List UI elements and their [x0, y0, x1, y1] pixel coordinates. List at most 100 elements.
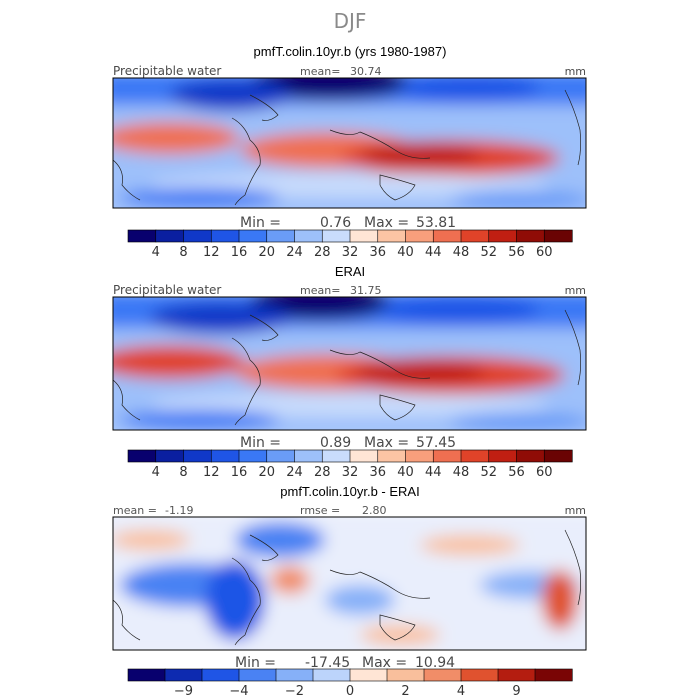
- panel1-min-label: Min =: [240, 215, 281, 231]
- colorbar-tick-label: 16: [231, 245, 248, 260]
- colorbar-swatch: [294, 229, 323, 243]
- colorbar-swatch: [460, 229, 490, 243]
- panel2-mean-value: 31.75: [350, 284, 382, 297]
- colorbar-tick-label: 36: [369, 245, 386, 260]
- panel3-title: pmfT.colin.10yr.b - ERAI: [280, 484, 419, 499]
- panel3-rmse-label: rmse =: [300, 504, 340, 517]
- colorbar-tick-label: 56: [508, 245, 525, 260]
- colorbar-swatch: [238, 229, 268, 243]
- panel1-title: pmfT.colin.10yr.b (yrs 1980-1987): [254, 44, 447, 59]
- panel1-mean-label: mean=: [300, 65, 340, 78]
- panel3-colorbar: −9 −4 −2 0 2 4 9: [127, 668, 573, 699]
- colorbar-swatch: [155, 449, 185, 463]
- panel3-units: mm: [565, 504, 586, 517]
- panel2-frame: [112, 296, 587, 431]
- colorbar-tick-label: 28: [314, 465, 331, 480]
- colorbar-swatch: [432, 449, 462, 463]
- p1-field-warm-pool: [360, 143, 480, 167]
- colorbar-tick-label: 36: [369, 465, 386, 480]
- panel1-map: [113, 78, 586, 208]
- p1-coastlines: [113, 89, 582, 206]
- p2-field-tropics-west: [113, 345, 245, 379]
- colorbar-swatch: [543, 449, 573, 463]
- p1-field-south-blue-2: [450, 190, 586, 208]
- colorbar-swatch: [312, 668, 351, 682]
- panel3-mean-label: mean =: [113, 504, 157, 517]
- colorbar-tick-label: 32: [342, 245, 359, 260]
- p1-field-north-dry: [250, 78, 410, 100]
- colorbar-tick-label: 40: [397, 465, 414, 480]
- p3-field-red-5: [420, 535, 520, 555]
- panel2-min-value: 0.89: [320, 435, 351, 451]
- panel3-max-value: 10.94: [415, 655, 455, 671]
- panel2-mean-label: mean=: [300, 284, 340, 297]
- panel2-min-label: Min =: [240, 435, 281, 451]
- colorbar-swatch: [210, 449, 240, 463]
- panel3-rmse-value: 2.80: [362, 504, 387, 517]
- colorbar-tick-label: 52: [480, 245, 497, 260]
- panel1-min-value: 0.76: [320, 215, 351, 231]
- p2-coastlines: [113, 309, 582, 426]
- p1-field-tropics-west: [113, 122, 240, 154]
- colorbar-swatch: [349, 449, 379, 463]
- panel2-colorbar: 4 8 12 16 20 24 28 32 36 40 44 48 52 56 60: [127, 449, 573, 480]
- colorbar-swatch: [488, 229, 518, 243]
- colorbar-swatch: [497, 668, 536, 682]
- colorbar-swatch: [534, 668, 573, 682]
- colorbar-swatch: [488, 449, 518, 463]
- colorbar-tick-label: 12: [203, 465, 220, 480]
- panel1-colorbar: 4 8 12 16 20 24 28 32 36 40 44 48 52 56 60: [127, 229, 573, 260]
- p2-field-south-blue-2: [450, 412, 586, 430]
- colorbar-swatch: [377, 229, 407, 243]
- colorbar-tick-label: 48: [453, 245, 470, 260]
- colorbar-tick-label: 20: [258, 245, 275, 260]
- colorbar-swatch: [405, 449, 434, 463]
- colorbar-swatch: [155, 229, 185, 243]
- colorbar-tick-label: 32: [342, 465, 359, 480]
- colorbar-swatch: [266, 449, 296, 463]
- colorbar-tick-label: 8: [179, 245, 187, 260]
- colorbar-tick-label: 44: [425, 465, 442, 480]
- colorbar-swatch: [238, 668, 277, 682]
- p2-field-south-band: [150, 393, 550, 417]
- figure-title: DJF: [334, 9, 367, 33]
- panel1-variable-label: Precipitable water: [113, 64, 221, 78]
- colorbar-tick-label: 16: [231, 465, 248, 480]
- p3-field-blue-2: [205, 560, 265, 640]
- panel2-max-value: 57.45: [416, 435, 456, 451]
- colorbar-tick-label: −2: [285, 684, 304, 699]
- colorbar-tick-label: 24: [286, 465, 303, 480]
- panel2-variable-label: Precipitable water: [113, 283, 221, 297]
- colorbar-tick-label: 9: [512, 684, 520, 699]
- colorbar-swatch: [321, 449, 351, 463]
- panel1-max-value: 53.81: [416, 215, 456, 231]
- colorbar-swatch: [275, 668, 314, 682]
- colorbar-swatch: [183, 229, 212, 243]
- p2-field-north-dry-2: [150, 302, 290, 334]
- colorbar-tick-label: 20: [258, 465, 275, 480]
- colorbar-tick-label: 48: [453, 465, 470, 480]
- panel3-mean-value: -1.19: [165, 504, 193, 517]
- colorbar-swatch: [543, 229, 573, 243]
- colorbar-swatch: [349, 668, 388, 682]
- colorbar-swatch: [377, 449, 407, 463]
- panel1-units: mm: [565, 65, 586, 78]
- colorbar-swatch: [127, 449, 157, 463]
- p3-field-blue-4: [325, 585, 395, 615]
- panel1-frame: [112, 77, 587, 209]
- p2-field-north-dry-3: [380, 297, 540, 324]
- colorbar-swatch: [432, 229, 462, 243]
- colorbar-swatch: [127, 229, 157, 243]
- colorbar-swatch: [164, 668, 203, 682]
- p1-field-north-dry-3: [400, 78, 540, 102]
- p3-field-red-3: [542, 570, 578, 630]
- p1-field-north-dry-2: [170, 79, 290, 111]
- colorbar-swatch: [183, 449, 212, 463]
- colorbar-swatch: [210, 229, 240, 243]
- colorbar-tick-label: 56: [508, 465, 525, 480]
- panel3-min-value: -17.45: [305, 655, 350, 671]
- colorbar-swatch: [386, 668, 425, 682]
- p2-field-south-blue: [120, 410, 280, 430]
- colorbar-tick-label: 24: [286, 245, 303, 260]
